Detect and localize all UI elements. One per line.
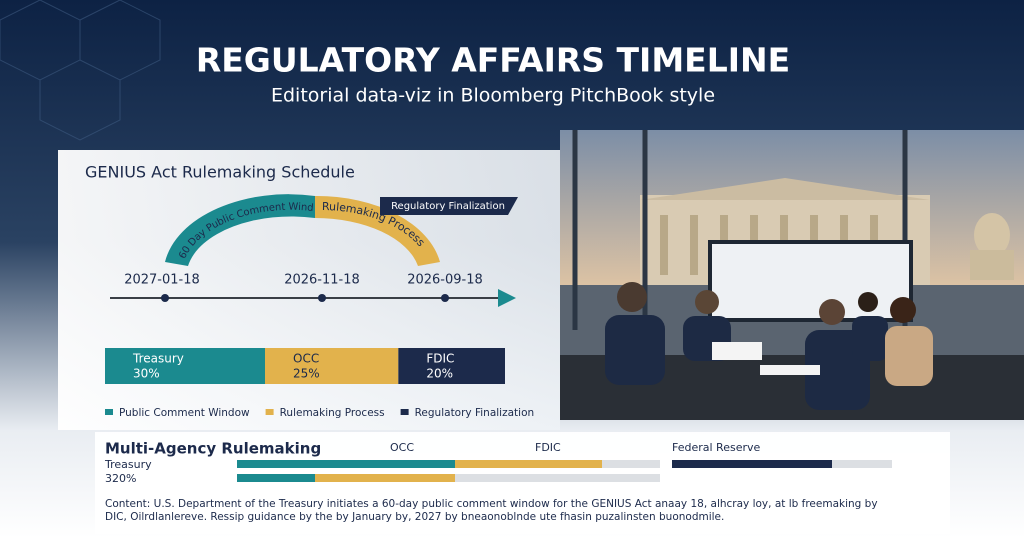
multi-agency-title: Multi-Agency Rulemaking — [105, 440, 321, 458]
footnote: DIC, Oilrdlanlereve. Ressip guidance by … — [105, 511, 724, 523]
column-header: OCC — [390, 441, 414, 454]
legend-label: Public Comment Window — [119, 407, 250, 419]
segment-name: Treasury — [132, 352, 184, 366]
schedule-panel — [58, 150, 560, 430]
legend-swatch — [265, 409, 274, 415]
column-header: Federal Reserve — [672, 441, 761, 454]
column-header: FDIC — [535, 441, 561, 454]
footnote: Content: U.S. Department of the Treasury… — [105, 498, 878, 510]
legend-swatch — [105, 409, 113, 415]
phase-label: Regulatory Finalization — [391, 201, 505, 212]
legend-label: Rulemaking Process — [280, 407, 385, 419]
bar-segment — [105, 348, 265, 384]
segment-value: 20% — [426, 367, 453, 381]
timeline-date: 2027-01-18 — [124, 273, 200, 288]
legend: Public Comment Window Rulemaking Process R… — [105, 407, 534, 419]
legend-label: Regulatory Finalization — [415, 407, 535, 419]
progress-bars — [237, 460, 892, 482]
segment-name: FDIC — [426, 352, 454, 366]
timeline-date: 2026-11-18 — [284, 273, 360, 288]
row-label: Treasury — [104, 458, 152, 471]
bar-segment — [398, 348, 505, 384]
photo — [560, 130, 1024, 420]
timeline-date: 2026-09-18 — [407, 273, 483, 288]
phase-banner-final — [380, 197, 518, 215]
bar-segment — [265, 348, 399, 384]
segment-value: 30% — [133, 367, 160, 381]
legend-swatch — [400, 409, 409, 415]
hex-pattern — [0, 0, 161, 141]
multi-agency-panel — [95, 432, 950, 534]
page-subtitle: Editorial data-viz in Bloomberg PitchBoo… — [271, 85, 715, 107]
segment-value: 25% — [293, 367, 320, 381]
timeline-arrow — [498, 289, 516, 307]
page-title: REGULATORY AFFAIRS TIMELINE — [196, 41, 790, 80]
phase-arc-rulemaking — [315, 195, 440, 266]
row-value: 320% — [105, 472, 136, 485]
schedule-title: GENIUS Act Rulemaking Schedule — [85, 163, 355, 182]
segment-name: OCC — [293, 352, 319, 366]
phase-arc-comment — [165, 194, 315, 266]
